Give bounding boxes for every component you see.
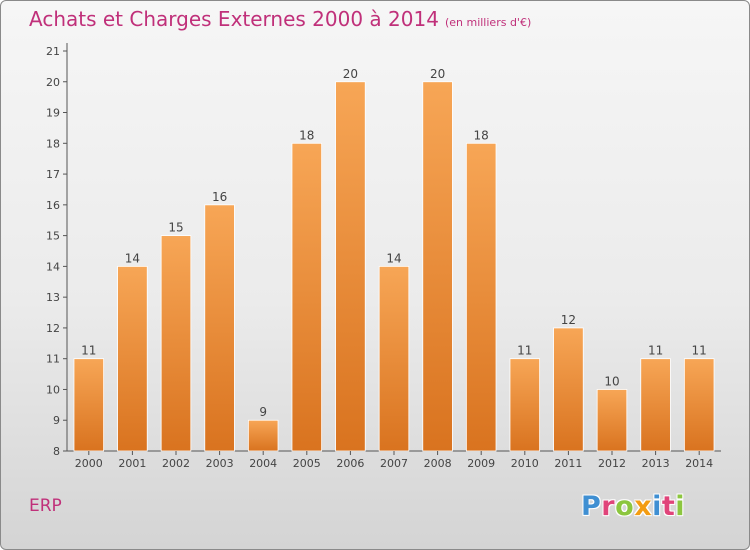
- bar-value-label: 11: [517, 344, 532, 358]
- x-tick-label: 2011: [554, 457, 582, 470]
- logo-letter: P: [581, 491, 602, 522]
- logo-letter: i: [675, 491, 686, 522]
- y-tick-label: 12: [46, 322, 60, 335]
- bar-value-label: 15: [168, 221, 183, 235]
- y-tick-label: 21: [46, 45, 60, 58]
- x-tick-label: 2012: [598, 457, 626, 470]
- bar-value-label: 16: [212, 190, 227, 204]
- bar: [509, 358, 541, 452]
- bar: [291, 142, 323, 452]
- bar: [553, 327, 584, 452]
- bar-value-label: 14: [386, 251, 401, 265]
- bar: [335, 81, 366, 452]
- bar-value-label: 11: [648, 344, 663, 358]
- y-tick-label: 11: [46, 353, 60, 366]
- bar-value-label: 20: [343, 67, 358, 81]
- x-tick-label: 2000: [75, 457, 103, 470]
- chart-title: Achats et Charges Externes 2000 à 2014: [29, 7, 439, 31]
- logo-letter: x: [634, 491, 653, 522]
- bar: [378, 265, 410, 452]
- x-tick-label: 2010: [511, 457, 539, 470]
- y-tick-label: 13: [46, 291, 60, 304]
- logo-letter: r: [601, 491, 616, 522]
- chart-subtitle: (en milliers d'€): [444, 16, 532, 29]
- x-tick-label: 2002: [162, 457, 190, 470]
- logo-letter: t: [661, 491, 676, 522]
- entity-label: ERP: [29, 496, 62, 516]
- y-tick-label: 10: [46, 383, 60, 396]
- y-tick-label: 14: [46, 260, 60, 273]
- bar: [465, 142, 497, 452]
- chart-title-block: Achats et Charges Externes 2000 à 2014 (e…: [29, 7, 531, 31]
- y-tick-label: 9: [53, 414, 60, 427]
- bar-value-label: 12: [561, 313, 576, 327]
- x-tick-label: 2008: [424, 457, 452, 470]
- y-tick-label: 8: [53, 445, 60, 458]
- logo-letter: o: [615, 491, 635, 522]
- x-tick-label: 2013: [642, 457, 670, 470]
- bar-value-label: 9: [259, 405, 267, 419]
- bar: [247, 419, 279, 452]
- x-tick-label: 2007: [380, 457, 408, 470]
- bar-value-label: 20: [430, 67, 445, 81]
- bar: [596, 389, 628, 452]
- x-tick-label: 2001: [118, 457, 146, 470]
- y-tick-label: 16: [46, 199, 60, 212]
- y-tick-label: 17: [46, 168, 60, 181]
- bar-value-label: 18: [299, 128, 314, 142]
- bar: [117, 265, 148, 452]
- bar: [204, 204, 235, 452]
- bar-value-label: 14: [125, 251, 140, 265]
- bar: [640, 358, 671, 452]
- bar: [160, 235, 192, 452]
- x-tick-label: 2006: [336, 457, 364, 470]
- x-tick-label: 2003: [206, 457, 234, 470]
- bar-value-label: 18: [474, 128, 489, 142]
- bar-value-label: 10: [604, 374, 619, 388]
- y-tick-label: 18: [46, 137, 60, 150]
- y-tick-label: 19: [46, 107, 60, 120]
- x-tick-label: 2014: [685, 457, 713, 470]
- bar: [683, 358, 715, 452]
- proxiti-logo: Proxiti: [581, 491, 685, 522]
- bar: [73, 358, 105, 452]
- logo-letter: i: [652, 491, 662, 522]
- x-tick-label: 2009: [467, 457, 495, 470]
- bar-value-label: 11: [692, 344, 707, 358]
- y-tick-label: 15: [46, 230, 60, 243]
- bar: [422, 81, 453, 452]
- x-tick-label: 2005: [293, 457, 321, 470]
- x-tick-label: 2004: [249, 457, 277, 470]
- y-tick-label: 20: [46, 76, 60, 89]
- bar-value-label: 11: [81, 344, 96, 358]
